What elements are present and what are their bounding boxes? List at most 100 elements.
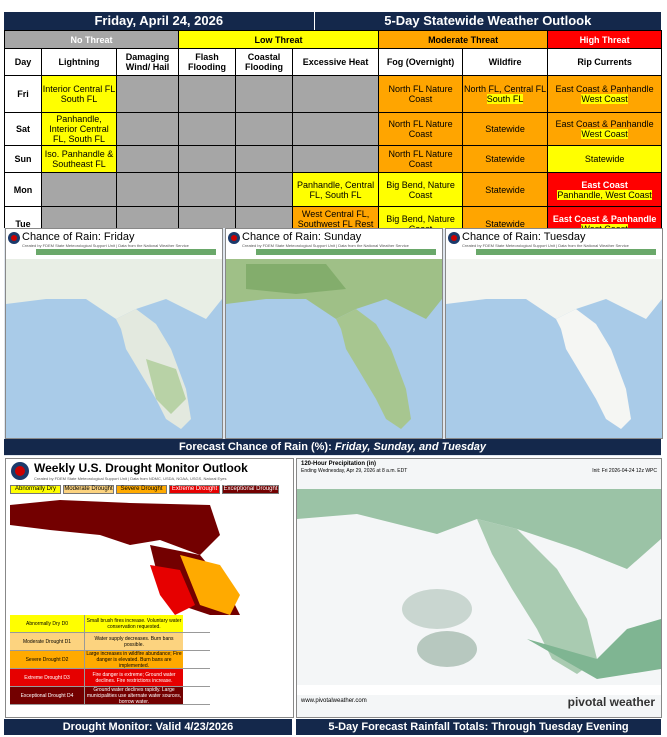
fog-cell: Big Bend, Nature Coast	[378, 172, 464, 207]
legend-cat-desc: Small brush fires increase. Voluntary wa…	[84, 615, 183, 632]
col-flash-flooding: Flash Flooding	[178, 48, 237, 76]
legend-cat-code: D2	[62, 656, 69, 663]
badge-d1: Moderate Drought	[63, 485, 114, 494]
legend-cat-desc: Water supply decreases. Burn bans possib…	[84, 633, 183, 650]
lower-panels: Weekly U.S. Drought Monitor Outlook Crea…	[4, 456, 662, 735]
legend-cat-code: D0	[61, 620, 68, 627]
badge-d0: Abnormally Dry	[10, 485, 61, 494]
wildfire-cell: Statewide	[462, 145, 549, 173]
table-row: Mon Panhandle, Central FL, South FL Big …	[4, 172, 663, 207]
rain-caption-prefix: Forecast Chance of Rain (%):	[178, 441, 332, 453]
drought-legend-row: Extreme Drought D3 Fire danger is extrem…	[10, 669, 210, 687]
weather-outlook: Friday, April 24, 2026 5-Day Statewide W…	[3, 12, 663, 735]
col-coastal-flooding: Coastal Flooding	[235, 48, 294, 76]
drought-category-badges: Abnormally Dry Moderate Drought Severe D…	[10, 485, 279, 494]
coastal-cell	[235, 145, 294, 173]
rain-caption: Forecast Chance of Rain (%): Friday, Sun…	[4, 439, 661, 455]
rain-map-title: Chance of Rain: Tuesday	[462, 231, 586, 243]
table-row: Fri Interior Central FL South FL North F…	[4, 75, 663, 113]
wind-cell	[115, 172, 180, 207]
flash-cell	[178, 75, 237, 113]
table-row: Sat Panhandle, Interior Central FL, Sout…	[4, 112, 663, 146]
rainfall-title: 120-Hour Precipitation (in)	[301, 461, 377, 467]
heat-cell: Panhandle, Central FL, South FL	[292, 172, 380, 207]
rain-map-subtitle: Created by FDEM State Meteorological Sup…	[22, 243, 189, 248]
header-date: Friday, April 24, 2026	[4, 12, 315, 30]
legend-cat: Extreme Drought D3	[10, 669, 84, 686]
rain-maps-panel: Chance of Rain: Friday Created by FDEM S…	[4, 228, 663, 458]
rain-map-title: Chance of Rain: Sunday	[242, 231, 362, 243]
column-headers: Day Lightning Damaging Wind/ Hail Flash …	[4, 48, 663, 76]
col-day: Day	[4, 48, 42, 76]
florida-map-friday	[6, 232, 222, 438]
rain-map-subtitle: Created by FDEM State Meteorological Sup…	[242, 243, 409, 248]
rainfall-panel: 120-Hour Precipitation (in) Ending Wedne…	[296, 458, 662, 718]
legend-cat-desc: Large increases in wildfire abundance; F…	[84, 651, 183, 669]
drought-legend-row: Abnormally Dry D0 Small brush fires incr…	[10, 615, 210, 633]
legend-cat-name: Moderate Drought	[22, 638, 64, 645]
legend-moderate-threat: Moderate Threat	[378, 30, 549, 49]
fog-cell: North FL Nature Coast	[378, 145, 464, 173]
legend-cat-name: Abnormally Dry	[26, 620, 61, 627]
legend-cat-code: D1	[64, 638, 72, 645]
legend-cat-name: Extreme Drought	[24, 674, 62, 681]
col-rip-currents: Rip Currents	[547, 48, 663, 76]
heat-cell	[292, 75, 380, 113]
wildfire-cell: Statewide	[462, 172, 549, 207]
heat-cell	[292, 112, 380, 146]
drought-map	[10, 495, 290, 615]
legend-cat-code: D4	[67, 692, 74, 699]
drought-monitor-panel: Weekly U.S. Drought Monitor Outlook Crea…	[5, 458, 294, 718]
threat-table: No Threat Low Threat Moderate Threat Hig…	[3, 30, 663, 241]
header-bar: Friday, April 24, 2026 5-Day Statewide W…	[4, 12, 661, 30]
drought-subtitle: Created by FDEM State Meteorological Sup…	[34, 476, 227, 481]
rip-cell: East Coast Panhandle, West Coast	[547, 172, 663, 207]
rip-low-text: West Coast	[581, 94, 628, 104]
badge-d2: Severe Drought	[116, 485, 167, 494]
heat-cell	[292, 145, 380, 173]
pivotal-weather-logo: pivotal weather	[567, 695, 655, 709]
coastal-cell	[235, 112, 294, 146]
flash-cell	[178, 112, 237, 146]
table-row: Sun Iso. Panhandle & Southeast FL North …	[4, 145, 663, 173]
day-cell: Sun	[4, 145, 42, 173]
rainfall-caption: 5-Day Forecast Rainfall Totals: Through …	[296, 719, 661, 735]
legend-cat-name: Severe Drought	[25, 656, 61, 663]
col-excessive-heat: Excessive Heat	[292, 48, 380, 76]
fog-cell: North FL Nature Coast	[378, 112, 464, 146]
rip-cell: Statewide	[547, 145, 663, 173]
rip-text: East Coast & Panhandle	[555, 84, 654, 94]
wildfire-low-text: South FL	[486, 94, 524, 104]
rain-map-friday: Chance of Rain: Friday Created by FDEM S…	[5, 228, 223, 439]
badge-d3: Extreme Drought	[169, 485, 220, 494]
drought-caption: Drought Monitor: Valid 4/23/2026	[4, 719, 292, 735]
wind-cell	[115, 145, 180, 173]
rip-low-text: Panhandle, West Coast	[557, 189, 652, 200]
wildfire-text: North FL, Central FL	[464, 84, 547, 94]
threat-legend: No Threat Low Threat Moderate Threat Hig…	[3, 30, 663, 49]
legend-cat-desc: Fire danger is extreme; Ground water dec…	[84, 669, 183, 686]
rain-caption-days: Friday, Sunday, and Tuesday	[334, 441, 487, 453]
drought-title: Weekly U.S. Drought Monitor Outlook	[34, 461, 248, 475]
flash-cell	[178, 172, 237, 207]
legend-high-threat: High Threat	[547, 30, 663, 49]
rip-text: East Coast & Panhandle	[555, 119, 654, 129]
coastal-cell	[235, 172, 294, 207]
legend-cat-code: D3	[63, 674, 70, 681]
wind-cell	[115, 75, 180, 113]
drought-legend-row: Severe Drought D2 Large increases in wil…	[10, 651, 210, 669]
florida-map-sunday	[226, 232, 442, 438]
legend-cat: Moderate Drought D1	[10, 633, 84, 650]
lightning-cell: Panhandle, Interior Central FL, South FL	[41, 112, 117, 146]
rainfall-ending: Ending Wednesday, Apr 29, 2026 at 8 a.m.…	[301, 468, 408, 474]
florida-map-tuesday	[446, 232, 662, 438]
fdem-seal-icon	[11, 462, 29, 480]
wildfire-cell: Statewide	[462, 112, 549, 146]
legend-cat: Exceptional Drought D4	[10, 687, 84, 704]
lightning-cell: Iso. Panhandle & Southeast FL	[41, 145, 117, 173]
drought-legend-row: Moderate Drought D1 Water supply decreas…	[10, 633, 210, 651]
wind-cell	[115, 112, 180, 146]
rainfall-site: www.pivotalweather.com	[301, 698, 367, 704]
fog-cell: North FL Nature Coast	[378, 75, 464, 113]
